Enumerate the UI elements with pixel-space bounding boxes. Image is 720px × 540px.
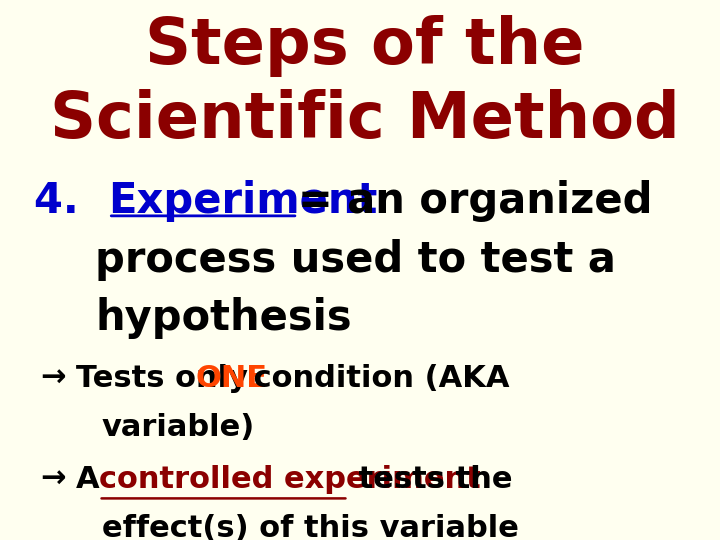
- Text: process used to test a: process used to test a: [96, 239, 616, 281]
- Text: 4.: 4.: [34, 180, 108, 222]
- Text: tests the: tests the: [348, 465, 513, 494]
- Text: A: A: [76, 465, 110, 494]
- Text: controlled experiment: controlled experiment: [99, 465, 480, 494]
- Text: hypothesis: hypothesis: [96, 297, 352, 339]
- Text: Tests only: Tests only: [76, 363, 258, 393]
- Text: Scientific Method: Scientific Method: [50, 89, 680, 151]
- Text: →: →: [40, 363, 66, 393]
- Text: Steps of the: Steps of the: [145, 15, 584, 77]
- Text: = an organized: = an organized: [298, 180, 652, 222]
- Text: effect(s) of this variable: effect(s) of this variable: [102, 514, 519, 540]
- Text: variable): variable): [102, 413, 255, 442]
- Text: ONE: ONE: [196, 363, 268, 393]
- Text: condition (AKA: condition (AKA: [243, 363, 509, 393]
- Text: Experiment: Experiment: [109, 180, 378, 222]
- Text: →: →: [40, 465, 66, 494]
